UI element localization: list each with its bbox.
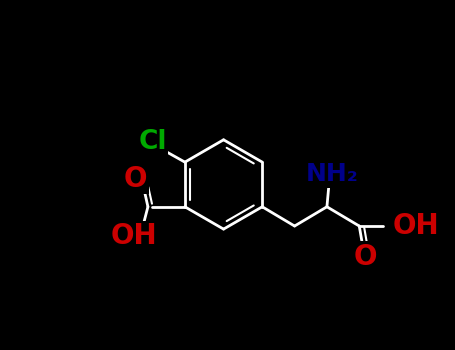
Text: O: O <box>124 165 147 193</box>
Text: NH₂: NH₂ <box>306 162 359 187</box>
Text: OH: OH <box>111 222 157 250</box>
Text: OH: OH <box>392 212 439 240</box>
Text: Cl: Cl <box>138 129 167 155</box>
Text: O: O <box>354 243 377 271</box>
